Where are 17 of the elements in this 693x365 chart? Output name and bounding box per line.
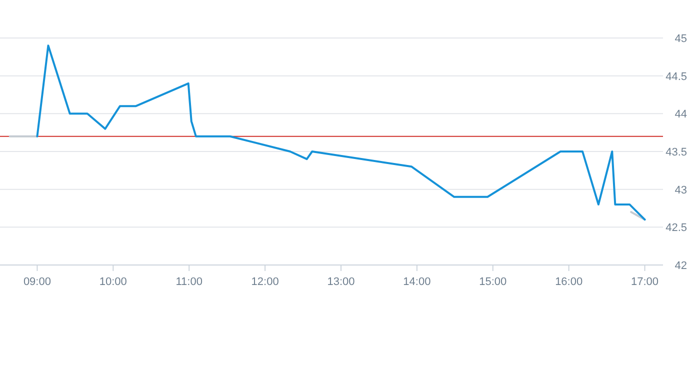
y-tick-label: 43.5	[666, 146, 687, 158]
x-tick-label: 14:00	[403, 276, 431, 288]
y-tick-label: 44.5	[666, 70, 687, 83]
x-tick-label: 11:00	[176, 276, 202, 288]
y-tick-label: 42	[674, 260, 687, 272]
y-tick-label: 42.5	[666, 222, 687, 234]
x-tick-label: 10:00	[99, 276, 127, 288]
x-tick-label: 09:00	[23, 276, 51, 288]
y-tick-label: 44	[674, 108, 687, 121]
y-tick-label: 43	[674, 184, 687, 196]
x-tick-label: 13:00	[327, 276, 355, 288]
line-series	[36, 44, 646, 221]
x-tick-label: 12:00	[251, 276, 279, 288]
y-tick-label: 45	[674, 33, 687, 45]
x-tick-label: 15:00	[479, 276, 507, 288]
x-tick-label: 17:00	[631, 276, 659, 288]
x-tick-label: 16:00	[555, 276, 583, 288]
